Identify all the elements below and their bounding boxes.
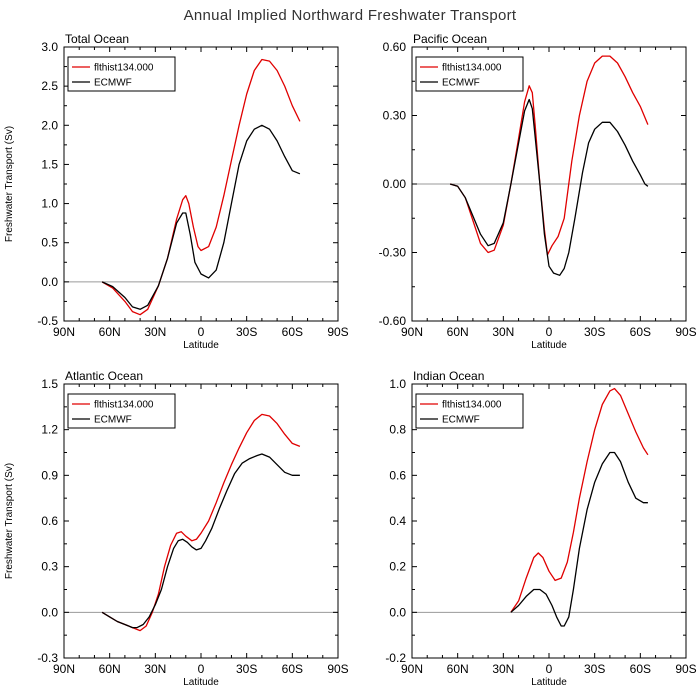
pacific-ytick-label: -0.30 [379,246,407,260]
atlantic-panel: 90N 60N 30N 0 30S 60S 90S -0.3 0.0 0.3 0.6 0.9 1.2 1.… [4,369,349,688]
indian-legend-label: flthist134.000 [442,400,502,411]
atlantic-panel-title: Atlantic Ocean [65,369,143,383]
total-xtick-label: 60N [99,325,121,339]
pacific-legend-label: flthist134.000 [442,63,502,74]
total-xtick-label: 90S [327,325,348,339]
indian-ytick-label: 0.8 [389,423,406,437]
pacific-panel: 90N 60N 30N 0 30S 60S 90S -0.60 -0.30 0.00 0.30 0.6… [379,32,697,351]
atlantic-y-axis-label: Freshwater Transport (Sv) [4,463,15,579]
figure-title: Annual Implied Northward Freshwater Tran… [184,7,517,24]
pacific-xtick-label: 60N [447,325,469,339]
indian-ytick-label: 0.2 [389,560,406,574]
total-ytick-label: 0.5 [41,236,58,250]
atlantic-ytick-label: 0.0 [41,605,58,619]
indian-xtick-label: 30N [492,662,514,676]
atlantic-xtick-label: 90N [53,662,75,676]
pacific-x-axis-label: Latitude [531,340,567,351]
total-xtick-label: 0 [198,325,205,339]
total-xtick-label: 30S [236,325,257,339]
total-ytick-label: 1.5 [41,157,58,171]
indian-ytick-label: 1.0 [389,377,406,391]
atlantic-ytick-label: -0.3 [37,651,58,665]
total-x-axis-label: Latitude [183,340,219,351]
total-series-ecmwf-line [101,124,301,310]
atlantic-ytick-label: 0.6 [41,514,58,528]
total-ytick-label: -0.5 [37,314,58,328]
indian-xtick-label: 0 [546,662,553,676]
atlantic-xtick-label: 60N [99,662,121,676]
atlantic-legend-label: ECMWF [94,415,132,426]
atlantic-xtick-label: 60S [282,662,303,676]
total-panel: 90N 60N 30N 0 30S 60S 90S -0.5 0.0 0.5 1.0 1.5 2.0 2.… [4,32,349,351]
pacific-xtick-label: 90N [401,325,423,339]
pacific-xtick-label: 60S [630,325,651,339]
indian-ytick-label: 0.0 [389,605,406,619]
indian-xtick-label: 90N [401,662,423,676]
indian-legend: flthist134.000 ECMWF [415,393,524,429]
atlantic-legend: flthist134.000 ECMWF [67,393,176,429]
pacific-ytick-label: 0.30 [383,109,407,123]
pacific-ytick-label: -0.60 [379,314,407,328]
atlantic-plot-frame [63,383,339,659]
indian-xtick-label: 60S [630,662,651,676]
total-legend: flthist134.000 ECMWF [67,56,176,92]
pacific-panel-title: Pacific Ocean [413,32,487,46]
indian-panel: 90N 60N 30N 0 30S 60S 90S -0.2 0.0 0.2 0.4 0.6 0.8 1.… [385,369,696,688]
pacific-plot-frame [411,46,687,322]
atlantic-x-axis-label: Latitude [183,677,219,688]
atlantic-xtick-label: 0 [198,662,205,676]
total-panel-title: Total Ocean [65,32,129,46]
pacific-xtick-label: 30S [584,325,605,339]
pacific-xtick-label: 90S [675,325,696,339]
indian-panel-title: Indian Ocean [413,369,484,383]
atlantic-xtick-label: 30S [236,662,257,676]
total-ytick-label: 3.0 [41,40,58,54]
total-legend-label: ECMWF [94,78,132,89]
atlantic-ytick-label: 1.5 [41,377,58,391]
total-xtick-label: 30N [144,325,166,339]
atlantic-xtick-label: 90S [327,662,348,676]
pacific-ytick-label: 0.60 [383,40,407,54]
total-legend-box [67,56,176,92]
pacific-xtick-label: 30N [492,325,514,339]
atlantic-ytick-label: 0.9 [41,468,58,482]
indian-ytick-label: -0.2 [385,651,406,665]
atlantic-ytick-label: 0.3 [41,560,58,574]
total-legend-label: flthist134.000 [94,63,154,74]
pacific-legend-box [415,56,524,92]
indian-xtick-label: 30S [584,662,605,676]
pacific-ytick-label: 0.00 [383,177,407,191]
total-ytick-label: 1.0 [41,197,58,211]
total-xtick-label: 90N [53,325,75,339]
indian-xtick-label: 90S [675,662,696,676]
indian-legend-label: ECMWF [442,415,480,426]
indian-ytick-label: 0.4 [389,514,406,528]
atlantic-xtick-label: 30N [144,662,166,676]
total-series-model-line [101,58,301,316]
total-ytick-label: 2.5 [41,79,58,93]
atlantic-series-model-line [101,413,301,632]
atlantic-series-ecmwf-line [101,453,300,629]
indian-series-ecmwf-line [510,451,648,627]
atlantic-ytick-label: 1.2 [41,423,58,437]
indian-ytick-label: 0.6 [389,468,406,482]
total-ytick-label: 0.0 [41,275,58,289]
pacific-legend-label: ECMWF [442,78,480,89]
indian-xtick-label: 60N [447,662,469,676]
indian-legend-box [415,393,524,429]
pacific-legend: flthist134.000 ECMWF [415,56,524,92]
total-xtick-label: 60S [282,325,303,339]
indian-x-axis-label: Latitude [531,677,567,688]
total-ytick-label: 2.0 [41,118,58,132]
indian-plot-frame [411,383,687,659]
atlantic-legend-box [67,393,176,429]
indian-series-model-line [510,387,649,613]
total-y-axis-label: Freshwater Transport (Sv) [4,126,15,242]
total-plot-frame [63,46,339,322]
pacific-series-ecmwf-line [449,98,649,276]
pacific-xtick-label: 0 [546,325,553,339]
atlantic-legend-label: flthist134.000 [94,400,154,411]
